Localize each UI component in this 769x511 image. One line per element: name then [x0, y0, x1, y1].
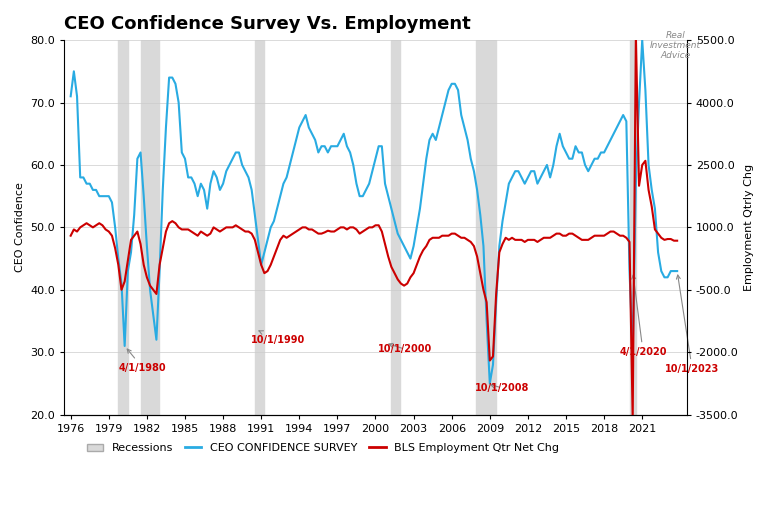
Text: 10/1/2000: 10/1/2000: [378, 343, 432, 354]
Text: 4/1/1980: 4/1/1980: [119, 349, 167, 373]
Text: CEO Confidence Survey Vs. Employment: CEO Confidence Survey Vs. Employment: [65, 15, 471, 33]
Text: 10/1/1990: 10/1/1990: [251, 331, 305, 345]
Bar: [255, 40, 265, 414]
Bar: [118, 40, 128, 414]
Bar: [476, 40, 496, 414]
Bar: [141, 40, 158, 414]
Text: 10/1/2008: 10/1/2008: [474, 383, 529, 393]
Bar: [630, 40, 636, 414]
Y-axis label: Employment Qtrly Chg: Employment Qtrly Chg: [744, 164, 754, 291]
Text: 10/1/2023: 10/1/2023: [665, 275, 719, 374]
Bar: [391, 40, 400, 414]
Text: Real
Investment
Advice: Real Investment Advice: [650, 31, 701, 60]
Y-axis label: CEO Confidence: CEO Confidence: [15, 182, 25, 272]
Text: 4/1/2020: 4/1/2020: [619, 275, 667, 357]
Legend: Recessions, CEO CONFIDENCE SURVEY, BLS Employment Qtr Net Chg: Recessions, CEO CONFIDENCE SURVEY, BLS E…: [82, 439, 564, 458]
